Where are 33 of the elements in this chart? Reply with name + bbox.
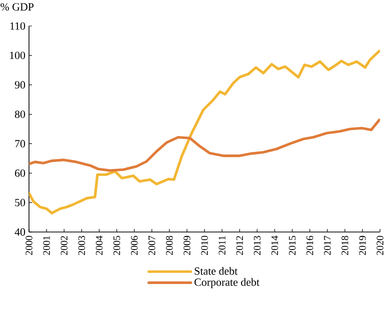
- legend-label: Corporate debt: [194, 278, 260, 288]
- x-tick-label: 2015: [288, 236, 296, 256]
- x-tick-label: 2009: [184, 236, 190, 256]
- x-tick-label: 2012: [236, 236, 243, 256]
- y-tick-label: 80: [14, 110, 26, 118]
- line-series: [29, 118, 380, 172]
- x-tick-label: 2013: [254, 236, 261, 256]
- x-tick-label: 2020: [376, 236, 384, 256]
- y-tick-label: 40: [14, 228, 26, 236]
- x-tick-label: 2007: [148, 236, 156, 256]
- x-tick-label: 2008: [166, 236, 173, 256]
- x-tick-label: 2017: [324, 236, 331, 256]
- x-tick-label: 2001: [43, 236, 50, 256]
- x-tick-label: 2006: [130, 236, 138, 256]
- y-tick-label: 90: [14, 81, 26, 89]
- x-tick-label: 2014: [271, 236, 278, 256]
- x-tick-label: 2000: [26, 236, 32, 256]
- x-tick-label: 2004: [96, 236, 103, 256]
- x-tick-label: 2011: [218, 236, 226, 255]
- x-tick-label: 2005: [113, 236, 120, 256]
- y-tick-label: 110: [10, 22, 26, 30]
- legend-label: State debt: [194, 267, 238, 275]
- x-tick-label: 2010: [201, 236, 208, 256]
- y-tick-label: 100: [10, 52, 26, 60]
- y-tick-label: 50: [15, 198, 26, 206]
- y-tick-label: 60: [14, 169, 26, 177]
- x-tick-label: 2016: [306, 236, 314, 256]
- y-axis-title: % GDP: [0, 3, 34, 11]
- x-tick-label: 2019: [359, 236, 366, 256]
- x-tick-label: 2003: [78, 236, 86, 256]
- x-tick-label: 2018: [342, 236, 348, 256]
- y-tick-label: 70: [15, 140, 26, 148]
- x-tick-label: 2002: [60, 236, 68, 256]
